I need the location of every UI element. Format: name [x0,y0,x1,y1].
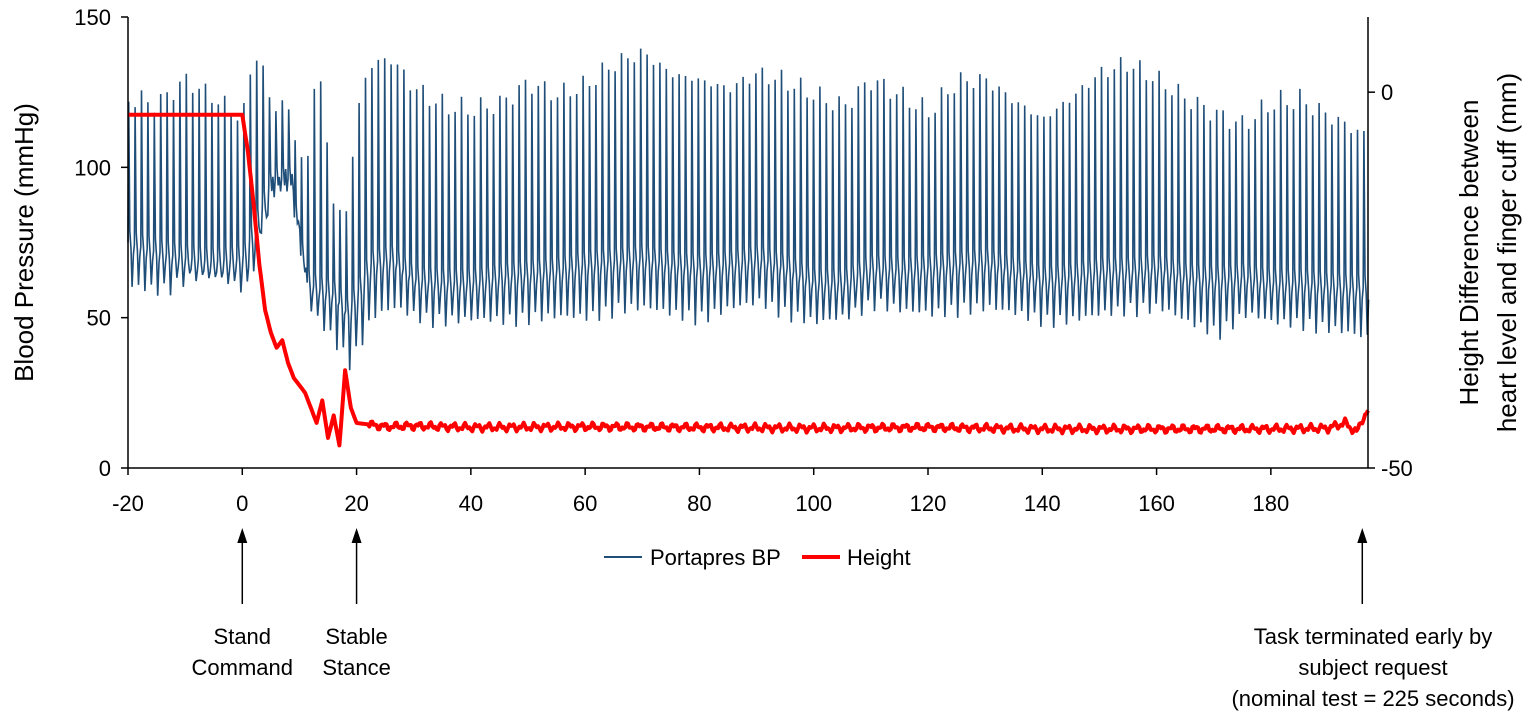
legend-label-bp: Portapres BP [650,545,781,570]
legend: Portapres BP Height [604,545,911,570]
y-axis-title: Blood Pressure (mmHg) [9,103,39,382]
x-tick-label: 60 [573,491,597,516]
axis-labels: -20 0 20 40 60 80 100 120 140 160 1800501001500-50… [9,5,1522,516]
x-tick-label: 20 [344,491,368,516]
y-tick-label: 100 [74,155,111,180]
x-tick-label: 120 [910,491,947,516]
axes [121,16,1375,475]
portapres-bp-line [127,48,1370,371]
x-tick-label: 80 [687,491,711,516]
y2-tick-label: -50 [1381,456,1413,481]
annotation-text: Stable [325,624,387,649]
annotation-text: Task terminated early by [1254,624,1492,649]
legend-label-height: Height [847,545,911,570]
annotation-text: Command [192,655,293,680]
x-tick-label: 140 [1024,491,1061,516]
plot-area [127,48,1370,448]
y2-axis-title-line: Height Difference between [1454,100,1484,406]
annotation-arrowhead [1357,528,1368,543]
annotation-text: (nominal test = 225 seconds) [1231,686,1514,711]
y2-axis-title-line: heart level and finger cuff (mm) [1492,73,1522,432]
x-tick-label: 0 [236,491,248,516]
y-tick-label: 150 [74,5,111,30]
x-tick-label: 100 [795,491,832,516]
x-tick-label: 40 [459,491,483,516]
y2-tick-label: 0 [1381,80,1393,105]
x-tick-label: 180 [1252,491,1289,516]
annotation-text: Stance [322,655,391,680]
y-tick-label: 50 [87,306,111,331]
annotation-arrowhead [351,528,362,543]
annotations: Stand Command Stable Stance Task terminated … [192,528,1515,711]
annotation-arrowhead [237,528,248,543]
y-tick-label: 0 [99,456,111,481]
x-tick-label: -20 [112,491,144,516]
x-tick-label: 160 [1138,491,1175,516]
height-line [127,112,1370,448]
annotation-text: subject request [1298,655,1447,680]
annotation-text: Stand [214,624,272,649]
